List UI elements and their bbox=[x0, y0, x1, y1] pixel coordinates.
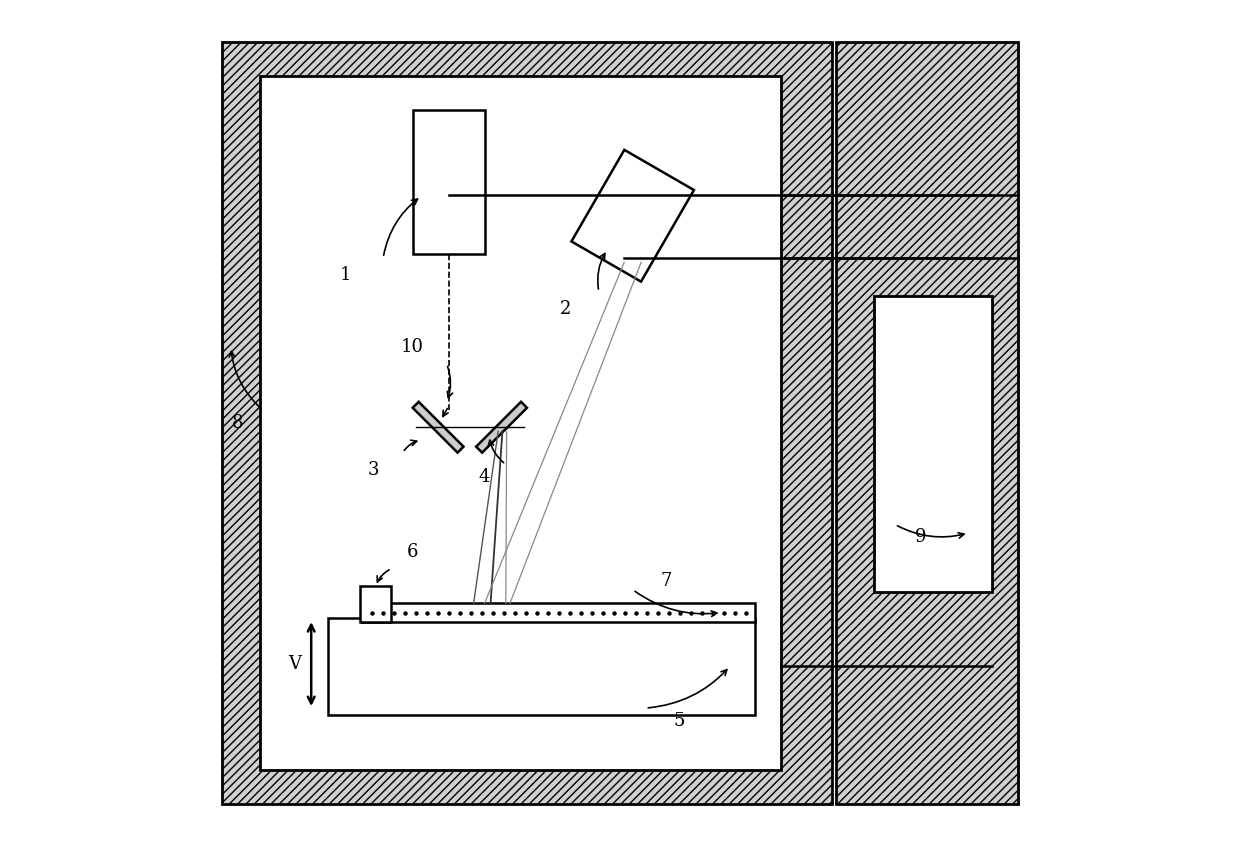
Bar bbox=[361, 586, 391, 622]
Text: 6: 6 bbox=[407, 542, 418, 561]
Bar bbox=[329, 618, 755, 715]
Bar bbox=[413, 110, 485, 254]
Polygon shape bbox=[476, 402, 527, 453]
Text: 4: 4 bbox=[479, 468, 490, 486]
Text: 3: 3 bbox=[367, 460, 378, 479]
Text: 10: 10 bbox=[402, 338, 424, 356]
Text: 1: 1 bbox=[340, 266, 351, 284]
Text: 5: 5 bbox=[673, 711, 684, 730]
Bar bbox=[874, 296, 992, 592]
Bar bbox=[260, 76, 781, 770]
Text: 7: 7 bbox=[661, 572, 672, 591]
Bar bbox=[836, 42, 1018, 804]
Text: V: V bbox=[288, 655, 301, 673]
Polygon shape bbox=[572, 150, 694, 282]
Text: 9: 9 bbox=[915, 528, 926, 547]
Bar bbox=[362, 603, 755, 622]
Polygon shape bbox=[413, 402, 464, 453]
Bar bbox=[222, 42, 832, 804]
Text: 8: 8 bbox=[232, 414, 243, 432]
Text: 2: 2 bbox=[559, 299, 570, 318]
